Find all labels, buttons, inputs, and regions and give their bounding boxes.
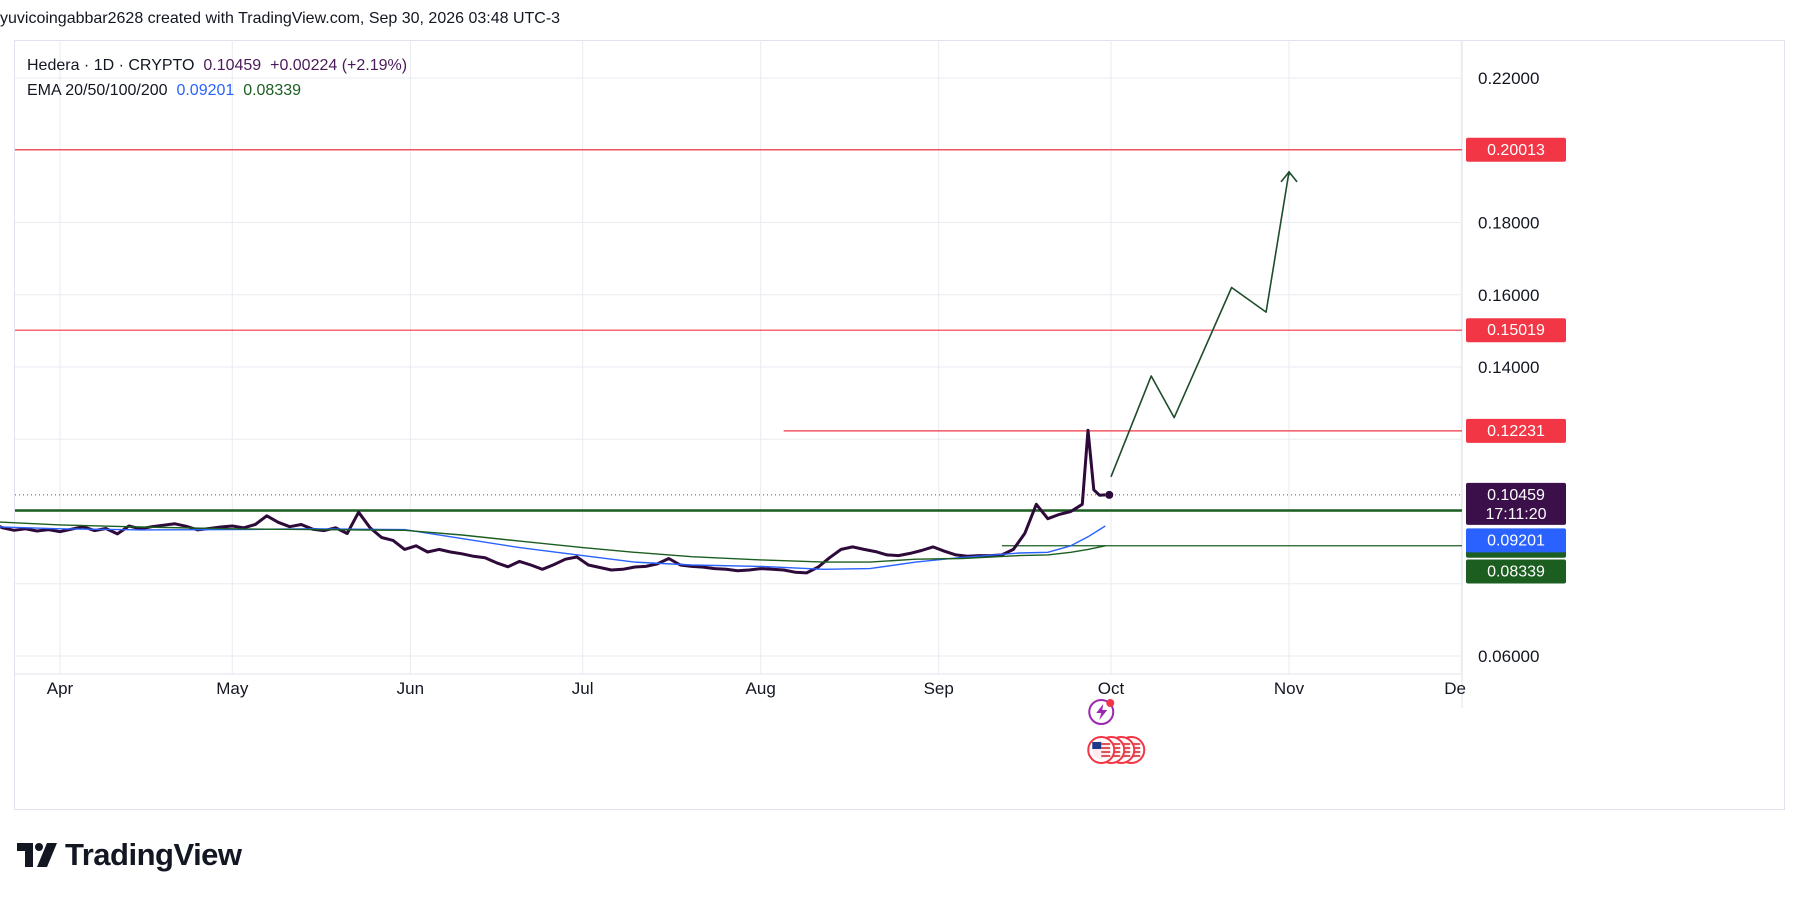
y-tick-label: 0.22000 [1478,69,1539,88]
level-tag-resistance-label: 0.12231 [1487,423,1545,440]
ema-short-tag-label: 0.09201 [1487,532,1545,549]
legend-price: 0.10459 [203,57,262,74]
tradingview-logo-text: TradingView [65,837,242,872]
legend-ema-label: EMA 20/50/100/200 [27,82,168,99]
legend-change: +0.00224 (+2.19%) [270,57,408,74]
x-tick-label: De [1444,679,1466,698]
y-tick-label: 0.18000 [1478,214,1539,233]
x-tick-label: Sep [924,679,954,698]
level-tag-resistance-label: 0.15019 [1487,322,1545,339]
x-tick-label: Apr [47,679,74,698]
horizontal-levels [15,149,1462,547]
y-tick-label: 0.16000 [1478,286,1539,305]
notification-dot-icon [1106,699,1115,707]
chart-legend: Hedera · 1D · CRYPTO 0.10459 +0.00224 (+… [27,53,407,103]
ema-short-tag-bg [1466,528,1566,553]
event-icons [1087,699,1146,764]
x-tick-label: Nov [1274,679,1305,698]
tradingview-logo[interactable]: TradingView [17,837,242,873]
legend-ema-value-1: 0.09201 [176,82,235,99]
x-axis: Apr May Jun Jul Aug Sep Oct Nov De [47,679,1466,698]
last-price-dot [1105,490,1114,499]
us-flag-canton-icon [1092,742,1102,749]
level-tag-resistance-bg [1466,318,1566,343]
y-axis: 0.22000 0.18000 0.16000 0.14000 0.06000 [1478,69,1539,666]
y-tick-label: 0.14000 [1478,358,1539,377]
ema-long-tag-bg [1466,559,1566,584]
x-tick-label: Jul [572,679,594,698]
series-lines [0,170,1298,575]
current-price-tag-label: 0.10459 [1487,487,1545,504]
legend-row-symbol: Hedera · 1D · CRYPTO 0.10459 +0.00224 (+… [27,53,407,78]
tradingview-logo-icon [17,843,57,867]
current-price-tag-sublabel: 17:11:20 [1485,506,1546,523]
x-tick-label: Oct [1098,679,1125,698]
grid [15,40,1463,708]
ema-long-tag-label: 0.08339 [1487,564,1545,581]
legend-ema-value-2: 0.08339 [243,82,302,99]
projection-arrow-head [1280,170,1298,183]
legend-symbol: Hedera · 1D · CRYPTO [27,57,195,74]
level-tag-resistance-bg [1466,418,1566,443]
chart-header: yuvicoingabbar2628 created with TradingV… [0,10,561,27]
price-tags: 0.200130.150190.122310.100260.090510.104… [1466,137,1566,584]
x-tick-label: Aug [746,679,776,698]
x-tick-label: May [216,679,249,698]
level-tag-resistance-label: 0.20013 [1487,142,1545,159]
legend-row-ema: EMA 20/50/100/200 0.09201 0.08339 [27,78,407,103]
x-tick-label: Jun [397,679,424,698]
chart-frame [14,40,1785,810]
y-tick-label: 0.06000 [1478,647,1539,666]
level-tag-resistance-bg [1466,137,1566,162]
current-price-tag-bg [1466,482,1566,525]
lightning-bolt-icon [1096,704,1108,720]
ema-short-line [0,525,1106,570]
price-line [0,428,1106,575]
ema-long-line [0,521,1106,563]
